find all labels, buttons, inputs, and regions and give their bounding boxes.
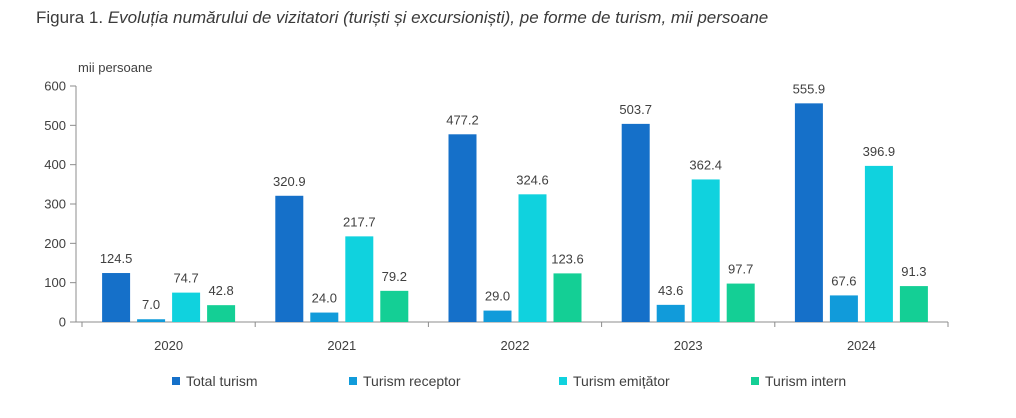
- legend: Total turism Turism receptor Turism emițăt…: [172, 373, 846, 389]
- bar-turism-intern-2020: [207, 305, 236, 322]
- data-label: 24.0: [312, 291, 337, 306]
- x-category-label: 2024: [847, 338, 876, 353]
- x-category-label: 2020: [154, 338, 183, 353]
- data-labels: 124.5 7.0 74.7 42.8 320.9 24.0 217.7 79.2 477.2 2…: [100, 81, 927, 312]
- y-axis-label: mii persoane: [78, 60, 152, 75]
- data-label: 217.7: [343, 214, 376, 229]
- y-tick-label: 0: [59, 315, 66, 330]
- y-tick-label: 500: [44, 118, 66, 133]
- data-label: 74.7: [173, 271, 198, 286]
- bar-turism-intern-2024: [899, 286, 928, 322]
- bar-turism-intern-2023: [726, 283, 755, 322]
- figure-number: Figura 1.: [36, 8, 104, 27]
- data-label: 477.2: [446, 112, 479, 127]
- data-label: 555.9: [793, 81, 826, 96]
- data-label: 67.6: [831, 273, 856, 288]
- data-label: 79.2: [382, 269, 407, 284]
- x-category-label: 2021: [327, 338, 356, 353]
- y-tick-label: 200: [44, 236, 66, 251]
- bar-turism-receptor-2021: [310, 312, 339, 322]
- figure-title: Figura 1. Evoluția numărului de vizitato…: [36, 8, 768, 28]
- x-category-label: 2022: [501, 338, 530, 353]
- x-category-label: 2023: [674, 338, 703, 353]
- data-label: 91.3: [901, 264, 926, 279]
- bar-turism-intern-2021: [380, 290, 409, 322]
- bar-total-turism-2020: [102, 273, 131, 322]
- y-tick-label: 600: [44, 79, 66, 94]
- figure-title-text: Evoluția numărului de vizitatori (turișt…: [107, 8, 769, 27]
- legend-swatch: [349, 377, 357, 385]
- data-label: 97.7: [728, 262, 753, 277]
- legend-swatch: [559, 377, 567, 385]
- bars: [102, 103, 928, 323]
- data-label: 42.8: [208, 283, 233, 298]
- data-label: 503.7: [619, 102, 652, 117]
- x-axis-categories: 2020 2021 2022 2023 2024: [154, 338, 876, 353]
- legend-swatch: [172, 377, 180, 385]
- data-label: 29.0: [485, 289, 510, 304]
- bar-total-turism-2022: [448, 134, 477, 322]
- legend-label: Total turism: [186, 373, 258, 389]
- y-axis-ticks: 0 100 200 300 400 500 600: [44, 79, 76, 330]
- bar-turism-emi-tor-2021: [345, 236, 374, 322]
- legend-label: Turism emițător: [573, 373, 670, 389]
- bar-total-turism-2021: [275, 195, 304, 322]
- bar-turism-receptor-2020: [137, 319, 166, 322]
- legend-swatch: [751, 377, 759, 385]
- bar-turism-emi-tor-2024: [864, 165, 893, 322]
- y-tick-label: 300: [44, 197, 66, 212]
- y-tick-label: 100: [44, 275, 66, 290]
- legend-label: Turism receptor: [363, 373, 461, 389]
- bar-turism-emi-tor-2023: [691, 179, 720, 322]
- data-label: 7.0: [142, 297, 160, 312]
- data-label: 362.4: [689, 157, 722, 172]
- bar-total-turism-2024: [794, 103, 823, 322]
- bar-turism-emi-tor-2020: [172, 292, 201, 322]
- data-label: 43.6: [658, 283, 683, 298]
- bar-turism-receptor-2024: [829, 295, 858, 322]
- bar-turism-intern-2022: [553, 273, 582, 322]
- bar-turism-receptor-2023: [656, 304, 685, 322]
- y-tick-label: 400: [44, 157, 66, 172]
- bar-turism-receptor-2022: [483, 310, 512, 322]
- bar-turism-emi-tor-2022: [518, 194, 547, 322]
- data-label: 124.5: [100, 251, 133, 266]
- data-label: 123.6: [551, 251, 584, 266]
- data-label: 324.6: [516, 172, 549, 187]
- data-label: 396.9: [863, 144, 896, 159]
- data-label: 320.9: [273, 174, 306, 189]
- bar-total-turism-2023: [621, 123, 650, 323]
- legend-label: Turism intern: [765, 373, 846, 389]
